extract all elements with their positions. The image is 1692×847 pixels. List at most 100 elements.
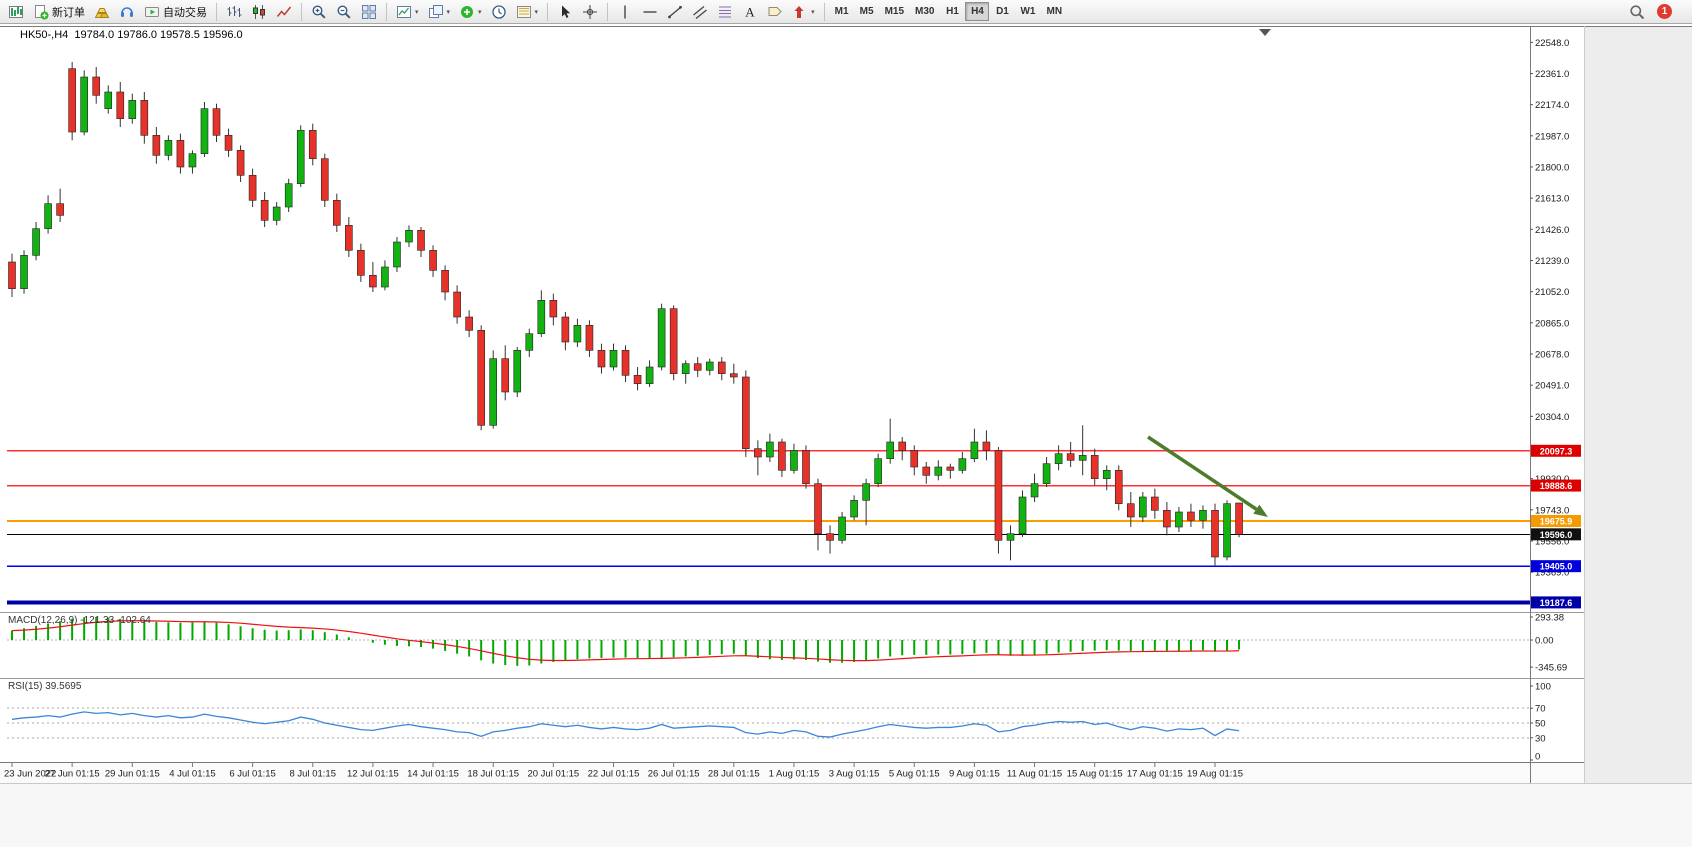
toolbar-separator (386, 2, 387, 21)
svg-text:3 Aug 01:15: 3 Aug 01:15 (829, 769, 880, 780)
autotrading-button-label: 自动交易 (163, 6, 207, 19)
toolbar-separator (547, 2, 549, 21)
svg-text:15 Aug 01:15: 15 Aug 01:15 (1067, 769, 1123, 780)
svg-text:20491.0: 20491.0 (1535, 381, 1569, 392)
vertical-line-button[interactable] (613, 2, 637, 22)
templates-button[interactable]: ▾ (512, 2, 543, 22)
svg-text:21426.0: 21426.0 (1535, 225, 1569, 236)
period-m5-button[interactable]: M5 (855, 2, 879, 21)
trendline-button[interactable] (663, 2, 687, 22)
chevron-down-icon: ▾ (415, 8, 419, 16)
label-button[interactable] (763, 2, 787, 22)
new-chart-button[interactable]: ▾ (392, 2, 423, 22)
period-mn-button[interactable]: MN (1041, 2, 1067, 21)
zoom-out-button[interactable] (332, 2, 356, 22)
rsi-indicator-label: RSI(15) 39.5695 (8, 681, 82, 692)
period-w1-button[interactable]: W1 (1015, 2, 1040, 21)
svg-text:19888.6: 19888.6 (1540, 481, 1573, 491)
chart-window-icon (8, 4, 24, 20)
svg-text:23 Jun 2022: 23 Jun 2022 (4, 769, 56, 780)
cursor-button[interactable] (553, 2, 577, 22)
svg-text:21800.0: 21800.0 (1535, 163, 1569, 174)
svg-text:21239.0: 21239.0 (1535, 256, 1569, 267)
period-h4-button[interactable]: H4 (965, 2, 990, 21)
cursor-icon (557, 4, 573, 20)
fibonacci-button[interactable] (713, 2, 737, 22)
svg-text:22548.0: 22548.0 (1535, 38, 1569, 49)
new-order-button[interactable]: 新订单 (29, 2, 89, 22)
trendline-icon (667, 4, 683, 20)
svg-text:19556.0: 19556.0 (1535, 537, 1569, 548)
line-chart-button[interactable] (272, 2, 296, 22)
chart-button[interactable] (4, 2, 28, 22)
new-order-icon (33, 4, 49, 20)
svg-text:19596.0: 19596.0 (1540, 530, 1573, 540)
channel-button[interactable] (688, 2, 712, 22)
svg-text:0: 0 (1535, 752, 1540, 763)
text-button[interactable]: A (738, 2, 762, 22)
bar-chart-icon (226, 4, 242, 20)
market-watch-button[interactable] (90, 2, 114, 22)
svg-text:20865.0: 20865.0 (1535, 318, 1569, 329)
candlestick-button[interactable] (247, 2, 271, 22)
svg-text:9 Aug 01:15: 9 Aug 01:15 (949, 769, 1000, 780)
svg-text:28 Jul 01:15: 28 Jul 01:15 (708, 769, 760, 780)
crosshair-icon (582, 4, 598, 20)
svg-text:6 Jul 01:15: 6 Jul 01:15 (229, 769, 275, 780)
crosshair-button[interactable] (578, 2, 602, 22)
chevron-down-icon: ▾ (811, 8, 815, 16)
support-button[interactable] (115, 2, 139, 22)
trend-arrow-annotation[interactable] (1147, 435, 1268, 517)
svg-text:19405.0: 19405.0 (1540, 562, 1573, 572)
horizontal-line-button[interactable] (638, 2, 662, 22)
support-icon (119, 4, 135, 20)
new-chart-icon (396, 4, 412, 20)
magnifier-icon[interactable] (1629, 4, 1645, 20)
svg-text:19 Aug 01:15: 19 Aug 01:15 (1187, 769, 1243, 780)
svg-text:8 Jul 01:15: 8 Jul 01:15 (290, 769, 336, 780)
period-m1-button[interactable]: M1 (830, 2, 854, 21)
svg-text:22174.0: 22174.0 (1535, 100, 1569, 111)
svg-text:19187.6: 19187.6 (1540, 598, 1573, 608)
toolbar-right: 1 (1629, 4, 1688, 20)
svg-text:12 Jul 01:15: 12 Jul 01:15 (347, 769, 399, 780)
template-icon (516, 4, 532, 20)
svg-text:21613.0: 21613.0 (1535, 194, 1569, 205)
period-d1-button[interactable]: D1 (990, 2, 1014, 21)
period-m15-button[interactable]: M15 (880, 2, 909, 21)
autotrading-button[interactable]: 自动交易 (140, 2, 211, 22)
svg-text:20304.0: 20304.0 (1535, 412, 1569, 423)
arrows-button[interactable]: ▾ (788, 2, 819, 22)
svg-text:0.00: 0.00 (1535, 636, 1554, 647)
svg-text:11 Aug 01:15: 11 Aug 01:15 (1007, 769, 1062, 780)
svg-text:29 Jun 01:15: 29 Jun 01:15 (105, 769, 160, 780)
label-icon (767, 4, 783, 20)
notification-badge[interactable]: 1 (1657, 4, 1672, 19)
chart-info-line: HK50-,H4 19784.0 19786.0 19578.5 19596.0 (20, 29, 243, 41)
svg-text:19743.0: 19743.0 (1535, 505, 1569, 516)
zoom-in-icon (311, 4, 327, 20)
price-line-tags: 20097.3 19888.6 19675.9 19596.0 19405.0 19187… (1531, 444, 1581, 609)
tile-windows-button[interactable] (357, 2, 381, 22)
period-m30-button[interactable]: M30 (910, 2, 939, 21)
add-indicator-button[interactable]: ▾ (455, 2, 486, 22)
channel-icon (692, 4, 708, 20)
price-axis[interactable]: 22548.0 22361.0 22174.0 21987.0 21800.0 21613… (1530, 38, 1569, 579)
fibonacci-icon (717, 4, 733, 20)
svg-text:17 Aug 01:15: 17 Aug 01:15 (1127, 769, 1183, 780)
chart-shift-marker[interactable] (1259, 29, 1271, 36)
gold-icon (94, 4, 110, 20)
toolbar-separator (216, 2, 217, 21)
svg-text:22361.0: 22361.0 (1535, 69, 1569, 80)
svg-text:1 Aug 01:15: 1 Aug 01:15 (769, 769, 820, 780)
profiles-button[interactable]: ▾ (424, 2, 455, 22)
period-clock-button[interactable] (487, 2, 511, 22)
zoom-in-button[interactable] (307, 2, 331, 22)
period-h1-button[interactable]: H1 (940, 2, 964, 21)
tile-windows-icon (361, 4, 377, 20)
bar-chart-button[interactable] (222, 2, 246, 22)
svg-text:-345.69: -345.69 (1535, 663, 1567, 674)
svg-text:18 Jul 01:15: 18 Jul 01:15 (467, 769, 519, 780)
